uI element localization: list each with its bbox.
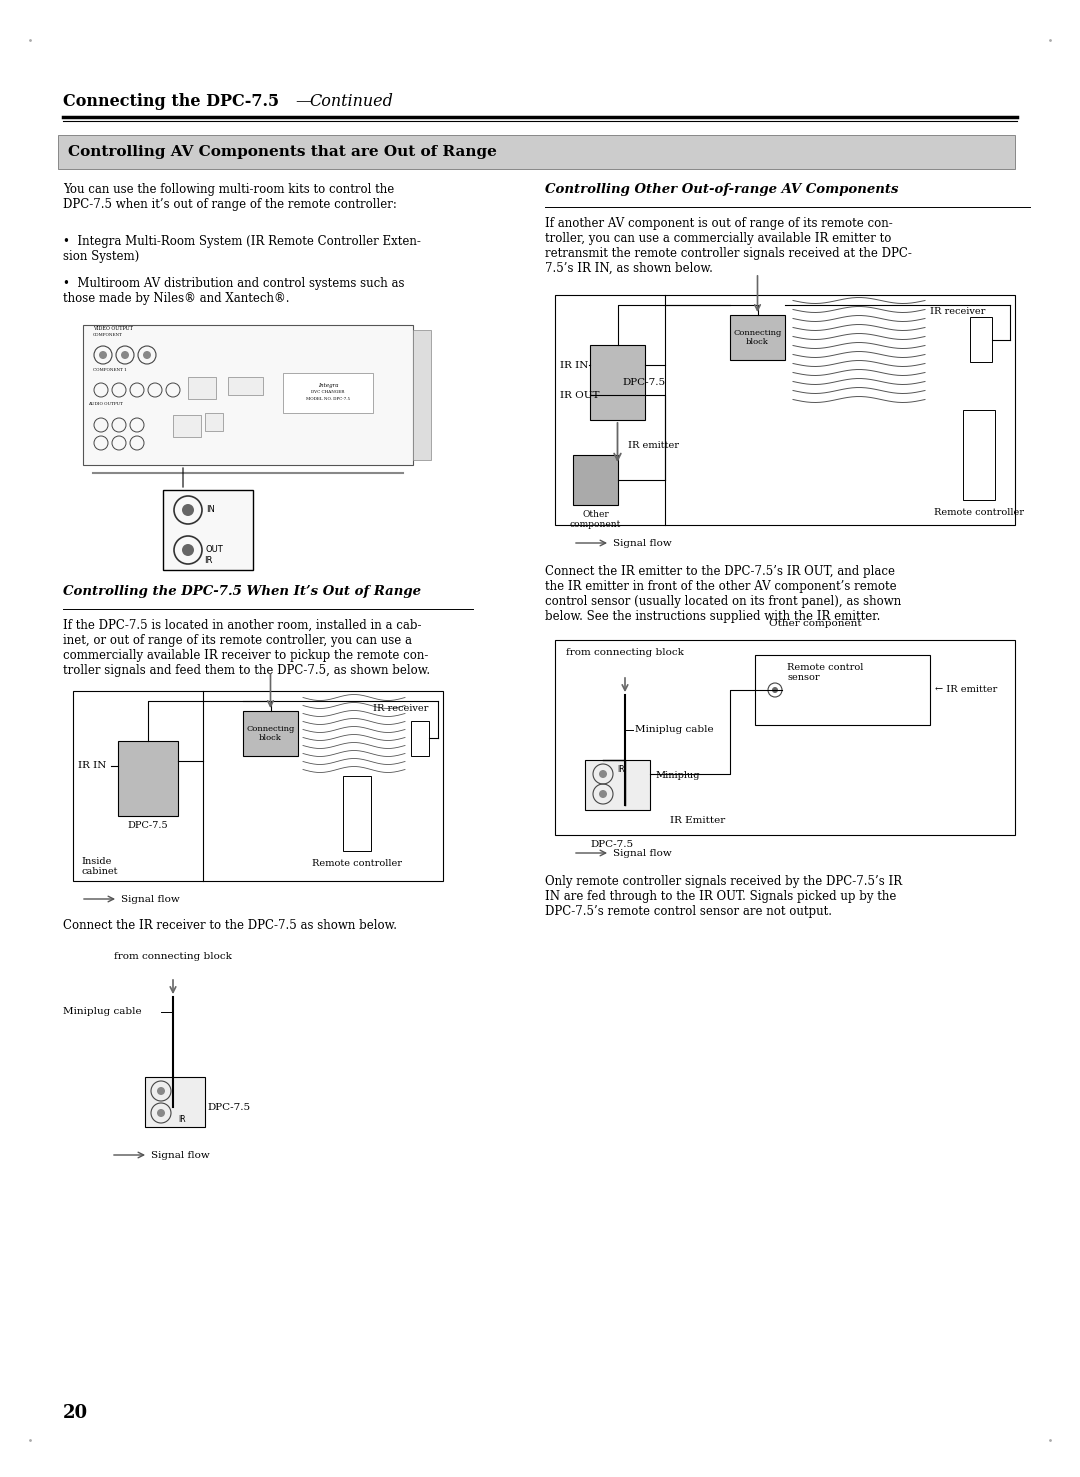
Text: Remote controller: Remote controller bbox=[934, 508, 1024, 517]
Text: Other
component: Other component bbox=[570, 510, 621, 529]
Bar bbox=[413, 329, 431, 459]
Circle shape bbox=[599, 770, 607, 778]
Text: DVC CHANGER: DVC CHANGER bbox=[311, 390, 345, 394]
Text: Connect the IR emitter to the DPC-7.5’s IR OUT, and place
the IR emitter in fron: Connect the IR emitter to the DPC-7.5’s … bbox=[545, 566, 901, 623]
Text: DPC-7.5: DPC-7.5 bbox=[127, 821, 168, 830]
Text: Remote control
sensor: Remote control sensor bbox=[787, 663, 863, 682]
Text: ← IR emitter: ← IR emitter bbox=[935, 685, 997, 694]
Text: Signal flow: Signal flow bbox=[613, 539, 672, 548]
Text: Connect the IR receiver to the DPC-7.5 as shown below.: Connect the IR receiver to the DPC-7.5 a… bbox=[63, 919, 397, 932]
Text: Signal flow: Signal flow bbox=[121, 895, 179, 904]
Text: DPC-7.5: DPC-7.5 bbox=[591, 840, 634, 849]
Text: —: — bbox=[295, 93, 311, 109]
Text: Signal flow: Signal flow bbox=[613, 848, 672, 858]
Text: Continued: Continued bbox=[309, 93, 393, 109]
Circle shape bbox=[157, 1109, 165, 1117]
Bar bbox=[730, 315, 785, 360]
Text: Miniplug cable: Miniplug cable bbox=[63, 1007, 141, 1016]
Bar bbox=[58, 134, 1015, 168]
Circle shape bbox=[143, 352, 151, 359]
Bar bbox=[145, 1077, 205, 1127]
Bar bbox=[555, 295, 1015, 524]
Bar bbox=[73, 691, 443, 880]
Text: AUDIO OUTPUT: AUDIO OUTPUT bbox=[87, 402, 123, 406]
Text: Controlling AV Components that are Out of Range: Controlling AV Components that are Out o… bbox=[68, 145, 497, 160]
Bar bbox=[963, 411, 995, 501]
Text: VIDEO OUTPUT: VIDEO OUTPUT bbox=[93, 326, 133, 331]
Bar bbox=[590, 346, 645, 419]
Text: Miniplug cable: Miniplug cable bbox=[635, 725, 714, 734]
Text: Inside
cabinet: Inside cabinet bbox=[81, 857, 118, 876]
Text: Connecting the DPC-7.5: Connecting the DPC-7.5 bbox=[63, 93, 279, 109]
Text: from connecting block: from connecting block bbox=[566, 648, 684, 657]
Bar bbox=[573, 455, 618, 505]
Text: Integra: Integra bbox=[318, 383, 338, 388]
Text: DPC-7.5: DPC-7.5 bbox=[622, 378, 665, 387]
Text: Connecting
block: Connecting block bbox=[733, 329, 782, 346]
Bar bbox=[343, 775, 372, 851]
Text: COMPONENT: COMPONENT bbox=[93, 332, 123, 337]
Bar bbox=[411, 721, 429, 756]
Bar bbox=[555, 640, 1015, 835]
Text: Miniplug: Miniplug bbox=[654, 771, 700, 780]
Text: IR IN: IR IN bbox=[561, 360, 589, 369]
Text: IR receiver: IR receiver bbox=[930, 307, 985, 316]
Text: Signal flow: Signal flow bbox=[151, 1151, 210, 1159]
Text: If another AV component is out of range of its remote con-
troller, you can use : If another AV component is out of range … bbox=[545, 217, 912, 275]
Circle shape bbox=[599, 790, 607, 798]
Bar bbox=[83, 325, 413, 465]
Text: IR receiver: IR receiver bbox=[373, 705, 428, 713]
Bar bbox=[118, 741, 178, 815]
Text: Only remote controller signals received by the DPC-7.5’s IR
IN are fed through t: Only remote controller signals received … bbox=[545, 874, 902, 919]
Text: IR: IR bbox=[617, 765, 624, 774]
Text: 20: 20 bbox=[63, 1405, 89, 1422]
Bar bbox=[205, 414, 222, 431]
Bar bbox=[243, 710, 298, 756]
Bar bbox=[970, 318, 993, 362]
Bar bbox=[585, 761, 650, 809]
Text: IR Emitter: IR Emitter bbox=[670, 815, 726, 826]
Circle shape bbox=[121, 352, 129, 359]
Bar bbox=[283, 374, 373, 414]
Text: You can use the following multi-room kits to control the
DPC-7.5 when it’s out o: You can use the following multi-room kit… bbox=[63, 183, 396, 211]
Text: COMPONENT 1: COMPONENT 1 bbox=[93, 368, 126, 372]
Bar bbox=[228, 377, 264, 394]
Bar bbox=[188, 377, 216, 399]
Text: •  Integra Multi-Room System (IR Remote Controller Exten-
sion System): • Integra Multi-Room System (IR Remote C… bbox=[63, 235, 421, 263]
Text: IR IN: IR IN bbox=[78, 762, 106, 771]
Text: Controlling the DPC-7.5 When It’s Out of Range: Controlling the DPC-7.5 When It’s Out of… bbox=[63, 585, 421, 598]
Text: IR emitter: IR emitter bbox=[627, 440, 678, 449]
Text: MODEL NO. DPC-7.5: MODEL NO. DPC-7.5 bbox=[306, 397, 350, 400]
Text: IR: IR bbox=[204, 555, 212, 566]
Text: IR: IR bbox=[178, 1115, 186, 1124]
Text: Connecting
block: Connecting block bbox=[246, 725, 295, 741]
Text: If the DPC-7.5 is located in another room, installed in a cab-
inet, or out of r: If the DPC-7.5 is located in another roo… bbox=[63, 619, 430, 676]
Bar bbox=[755, 654, 930, 725]
Text: IN: IN bbox=[206, 505, 215, 514]
Text: •  Multiroom AV distribution and control systems such as
those made by Niles® an: • Multiroom AV distribution and control … bbox=[63, 278, 405, 304]
Circle shape bbox=[183, 544, 194, 555]
Bar bbox=[163, 490, 253, 570]
Text: OUT: OUT bbox=[206, 545, 224, 554]
Text: Other component: Other component bbox=[769, 619, 862, 628]
Circle shape bbox=[183, 504, 194, 515]
Circle shape bbox=[772, 687, 778, 693]
Text: Remote controller: Remote controller bbox=[312, 860, 402, 868]
Circle shape bbox=[157, 1087, 165, 1094]
Text: from connecting block: from connecting block bbox=[114, 953, 232, 962]
Text: IR OUT: IR OUT bbox=[561, 390, 599, 399]
Bar bbox=[173, 415, 201, 437]
Text: DPC-7.5: DPC-7.5 bbox=[207, 1102, 251, 1112]
Text: Controlling Other Out-of-range AV Components: Controlling Other Out-of-range AV Compon… bbox=[545, 183, 899, 196]
Circle shape bbox=[99, 352, 107, 359]
